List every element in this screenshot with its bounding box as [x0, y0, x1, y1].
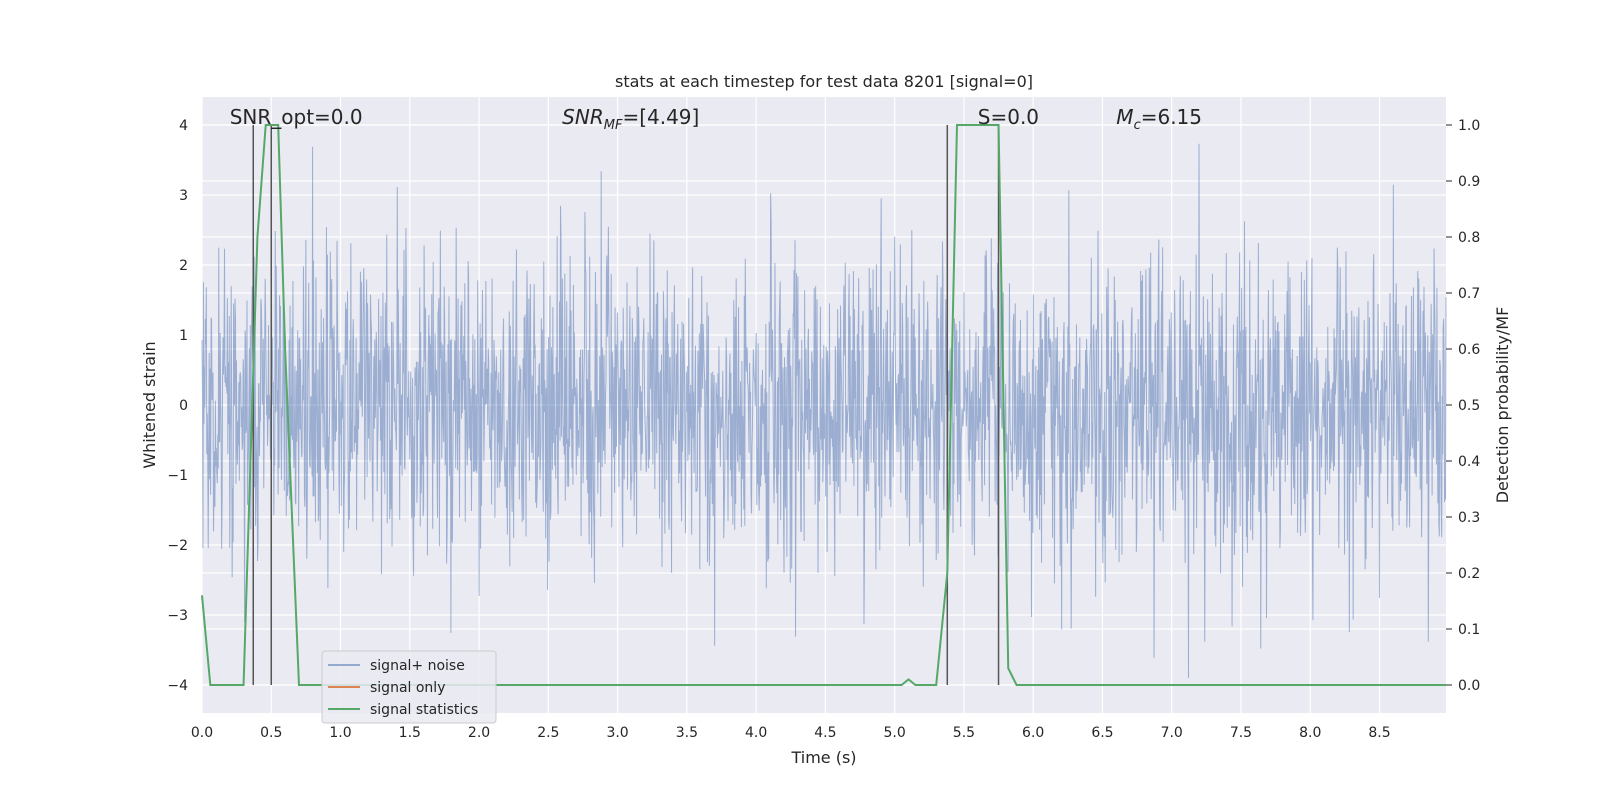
- x-tick-label: 8.5: [1368, 725, 1390, 741]
- legend-label: signal+ noise: [370, 658, 465, 674]
- y-right-tick-label: 0.8: [1458, 230, 1480, 246]
- y-right-tick-label: 0.7: [1458, 286, 1480, 302]
- x-tick-label: 2.5: [537, 725, 559, 741]
- chart-title: stats at each timestep for test data 820…: [615, 72, 1033, 91]
- x-tick-label: 4.0: [745, 725, 767, 741]
- x-tick-label: 3.0: [606, 725, 628, 741]
- x-tick-label: 6.5: [1091, 725, 1113, 741]
- y-axis-left-label: Whitened strain: [140, 341, 159, 468]
- x-tick-label: 5.0: [884, 725, 906, 741]
- y-right-tick-label: 0.5: [1458, 398, 1480, 414]
- vertical-markers: [252, 125, 1000, 685]
- x-tick-label: 4.5: [814, 725, 836, 741]
- y-left-tick-label: −4: [167, 678, 188, 694]
- y-left-tick-label: 4: [179, 118, 188, 134]
- x-tick-label: 2.0: [468, 725, 490, 741]
- annotation: SNR_opt=0.0: [230, 105, 363, 129]
- y-right-tick-label: 1.0: [1458, 118, 1480, 134]
- x-tick-label: 1.5: [399, 725, 421, 741]
- annotations: SNR_opt=0.0 SNRMF=[4.49] S=0.0 Mc=6.15: [230, 105, 1202, 133]
- y-axis-right: 0.0 0.1 0.2 0.3 0.4 0.5 0.6 0.7 0.8 0.9 1.0: [1446, 118, 1480, 694]
- x-axis-label: Time (s): [790, 748, 856, 767]
- x-tick-label: 0.5: [260, 725, 282, 741]
- y-axis-left: −4 −3 −2 −1 0 1 2 3 4: [167, 118, 188, 694]
- x-tick-label: 0.0: [191, 725, 213, 741]
- legend-box: [321, 650, 497, 724]
- x-tick-label: 7.0: [1161, 725, 1183, 741]
- signal-statistics-line: [201, 124, 1446, 686]
- y-left-tick-label: 3: [179, 188, 188, 204]
- x-tick-label: 6.0: [1022, 725, 1044, 741]
- y-left-tick-label: −3: [167, 608, 188, 624]
- y-right-tick-label: 0.4: [1458, 454, 1480, 470]
- signal-statistics-series: [201, 124, 1446, 686]
- y-left-tick-label: 0: [179, 398, 188, 414]
- x-tick-label: 1.0: [329, 725, 351, 741]
- x-tick-label: 7.5: [1230, 725, 1252, 741]
- legend-label: signal only: [370, 680, 445, 696]
- y-left-tick-label: −2: [167, 538, 188, 554]
- grid: [201, 97, 1446, 713]
- legend-label: signal statistics: [370, 702, 478, 718]
- y-left-tick-label: 1: [179, 328, 188, 344]
- y-right-tick-label: 0.3: [1458, 510, 1480, 526]
- legend: signal+ noise signal only signal statistic…: [321, 650, 497, 724]
- x-axis: 0.0 0.5 1.0 1.5 2.0 2.5 3.0 3.5 4.0 4.5 5.0 5.5 6.0 6…: [191, 725, 1391, 741]
- signal-plus-noise-series: [201, 143, 1447, 679]
- x-tick-label: 8.0: [1299, 725, 1321, 741]
- y-right-tick-label: 0.9: [1458, 174, 1480, 190]
- annotation: S=0.0: [978, 105, 1039, 129]
- y-right-tick-label: 0.0: [1458, 678, 1480, 694]
- y-right-tick-label: 0.6: [1458, 342, 1480, 358]
- signal-plus-noise-line: [201, 143, 1447, 679]
- x-tick-label: 5.5: [953, 725, 975, 741]
- y-axis-right-label: Detection probability/MF: [1493, 307, 1512, 504]
- annotation: Mc=6.15: [1116, 105, 1202, 133]
- annotation: SNRMF=[4.49]: [562, 105, 699, 133]
- y-right-tick-label: 0.1: [1458, 622, 1480, 638]
- y-left-tick-label: −1: [167, 468, 188, 484]
- y-right-tick-label: 0.2: [1458, 566, 1480, 582]
- y-left-tick-label: 2: [179, 258, 188, 274]
- x-tick-label: 3.5: [676, 725, 698, 741]
